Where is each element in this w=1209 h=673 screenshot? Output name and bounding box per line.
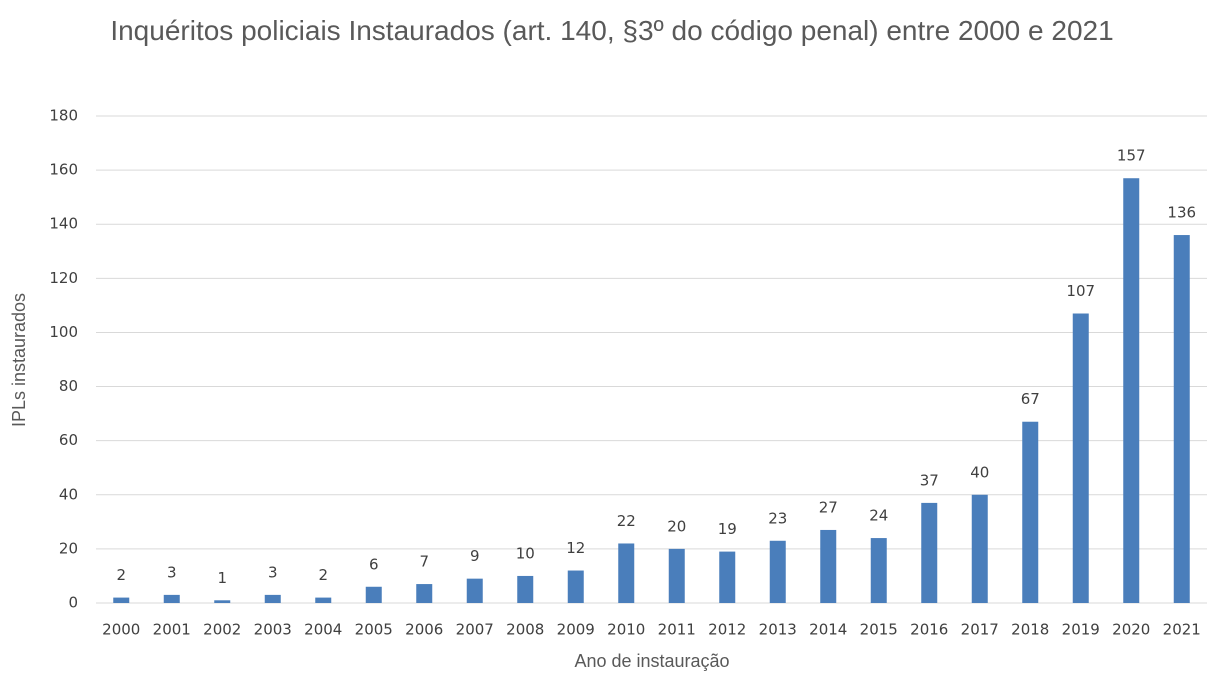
x-tick-label: 2016 xyxy=(910,621,948,639)
x-tick-label: 2001 xyxy=(153,621,191,639)
bar xyxy=(1173,235,1190,604)
x-tick-label: 2010 xyxy=(607,621,645,639)
data-label: 2 xyxy=(318,566,328,584)
y-tick-label: 40 xyxy=(59,485,78,503)
data-label: 24 xyxy=(869,507,888,525)
y-tick-label: 180 xyxy=(49,107,78,125)
data-label: 19 xyxy=(718,520,737,538)
x-tick-label: 2018 xyxy=(1011,621,1049,639)
data-label: 10 xyxy=(516,544,535,562)
data-label: 157 xyxy=(1117,147,1146,165)
data-label: 3 xyxy=(167,563,177,581)
bar xyxy=(618,543,635,603)
x-tick-label: 2005 xyxy=(355,621,393,639)
bar xyxy=(365,586,382,603)
data-label: 20 xyxy=(667,517,686,535)
bar xyxy=(264,594,281,603)
x-axis-title: Ano de instauração xyxy=(574,651,729,671)
x-tick-label: 2002 xyxy=(203,621,241,639)
bar xyxy=(113,597,130,603)
x-tick-label: 2021 xyxy=(1163,621,1201,639)
data-label: 1 xyxy=(217,569,227,587)
data-label: 40 xyxy=(970,463,989,481)
x-tick-label: 2020 xyxy=(1112,621,1150,639)
x-tick-label: 2006 xyxy=(405,621,443,639)
x-tick-label: 2009 xyxy=(557,621,595,639)
data-label: 67 xyxy=(1021,390,1040,408)
y-tick-label: 100 xyxy=(49,323,78,341)
x-tick-label: 2004 xyxy=(304,621,342,639)
y-tick-label: 160 xyxy=(49,161,78,179)
x-tick-label: 2007 xyxy=(456,621,494,639)
data-label: 107 xyxy=(1066,282,1095,300)
data-label: 2 xyxy=(116,566,126,584)
y-tick-label: 0 xyxy=(68,594,78,612)
y-tick-label: 20 xyxy=(59,539,78,557)
bar xyxy=(214,600,231,603)
data-label: 23 xyxy=(768,509,787,527)
bar xyxy=(719,551,736,603)
bar xyxy=(567,570,584,603)
x-tick-label: 2000 xyxy=(102,621,140,639)
y-tick-label: 140 xyxy=(49,215,78,233)
bar xyxy=(971,494,988,603)
bar xyxy=(870,538,887,603)
data-label: 136 xyxy=(1167,204,1196,222)
data-label: 6 xyxy=(369,555,379,573)
bar xyxy=(1022,421,1039,603)
bar xyxy=(921,502,938,603)
bar xyxy=(517,575,534,603)
chart-title: Inquéritos policiais Instaurados (art. 1… xyxy=(110,15,1114,46)
data-label: 22 xyxy=(617,512,636,530)
bar xyxy=(163,594,180,603)
bar xyxy=(820,529,837,603)
y-axis-title: IPLs instaurados xyxy=(9,293,29,427)
bar xyxy=(1123,178,1140,603)
data-label: 3 xyxy=(268,563,278,581)
x-tick-label: 2019 xyxy=(1062,621,1100,639)
data-label: 7 xyxy=(419,553,429,571)
bar xyxy=(668,548,685,603)
y-tick-label: 80 xyxy=(59,377,78,395)
y-tick-label: 60 xyxy=(59,431,78,449)
data-label: 27 xyxy=(819,498,838,516)
data-label: 12 xyxy=(566,539,585,557)
x-tick-label: 2013 xyxy=(759,621,797,639)
x-tick-label: 2014 xyxy=(809,621,847,639)
bar xyxy=(466,578,483,603)
data-label: 9 xyxy=(470,547,480,565)
x-tick-label: 2011 xyxy=(658,621,696,639)
bar xyxy=(315,597,332,603)
data-label: 37 xyxy=(920,471,939,489)
bar xyxy=(769,540,786,603)
x-tick-label: 2012 xyxy=(708,621,746,639)
bar xyxy=(416,584,433,603)
x-tick-label: 2003 xyxy=(254,621,292,639)
x-tick-label: 2017 xyxy=(961,621,999,639)
x-tick-label: 2015 xyxy=(860,621,898,639)
x-tick-label: 2008 xyxy=(506,621,544,639)
y-tick-label: 120 xyxy=(49,269,78,287)
bar xyxy=(1072,313,1089,603)
